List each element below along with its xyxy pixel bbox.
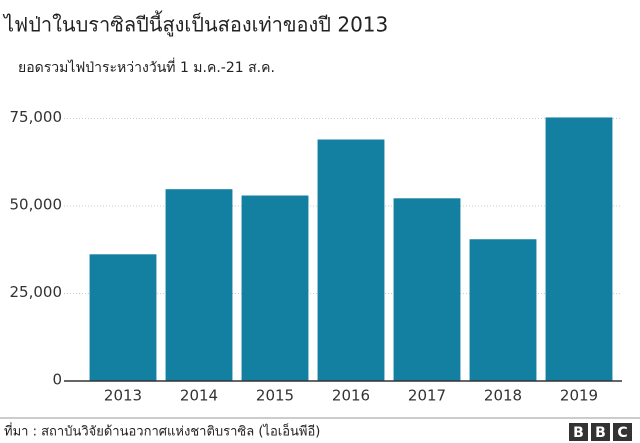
- logo-box: [569, 423, 588, 441]
- y-tick-label: 50,000: [10, 196, 63, 214]
- logo-letter: B: [595, 425, 606, 441]
- bar: [393, 198, 461, 381]
- bar: [317, 139, 385, 381]
- logo-box: [591, 423, 610, 441]
- bar: [89, 254, 157, 381]
- x-tick-label: 2019: [560, 387, 598, 405]
- x-tick-label: 2015: [256, 387, 294, 405]
- bar: [165, 189, 233, 381]
- logo-letter: B: [573, 425, 584, 441]
- source: ที่มา : สถาบันวิจัยด้านอวกาศแห่งชาติบราซ…: [4, 422, 320, 440]
- x-tick-label: 2014: [180, 387, 218, 405]
- x-tick-label: 2013: [104, 387, 142, 405]
- logo-letter: C: [617, 425, 627, 441]
- x-tick-label: 2018: [484, 387, 522, 405]
- bar: [469, 239, 537, 381]
- chart-title: ไฟป่าในบราซิลปีนี้สูงเป็นสองเท่าของปี 20…: [2, 11, 388, 38]
- chart-subtitle: ยอดรวมไฟป่าระหว่างวันที่ 1 ม.ค.-21 ส.ค.: [18, 58, 275, 76]
- y-tick-label: 0: [52, 371, 62, 389]
- bar: [241, 195, 309, 381]
- bar: [545, 117, 613, 381]
- y-tick-label: 25,000: [10, 283, 63, 301]
- y-tick-label: 75,000: [10, 108, 63, 126]
- x-tick-label: 2016: [332, 387, 370, 405]
- logo-box: [613, 423, 632, 441]
- x-tick-label: 2017: [408, 387, 446, 405]
